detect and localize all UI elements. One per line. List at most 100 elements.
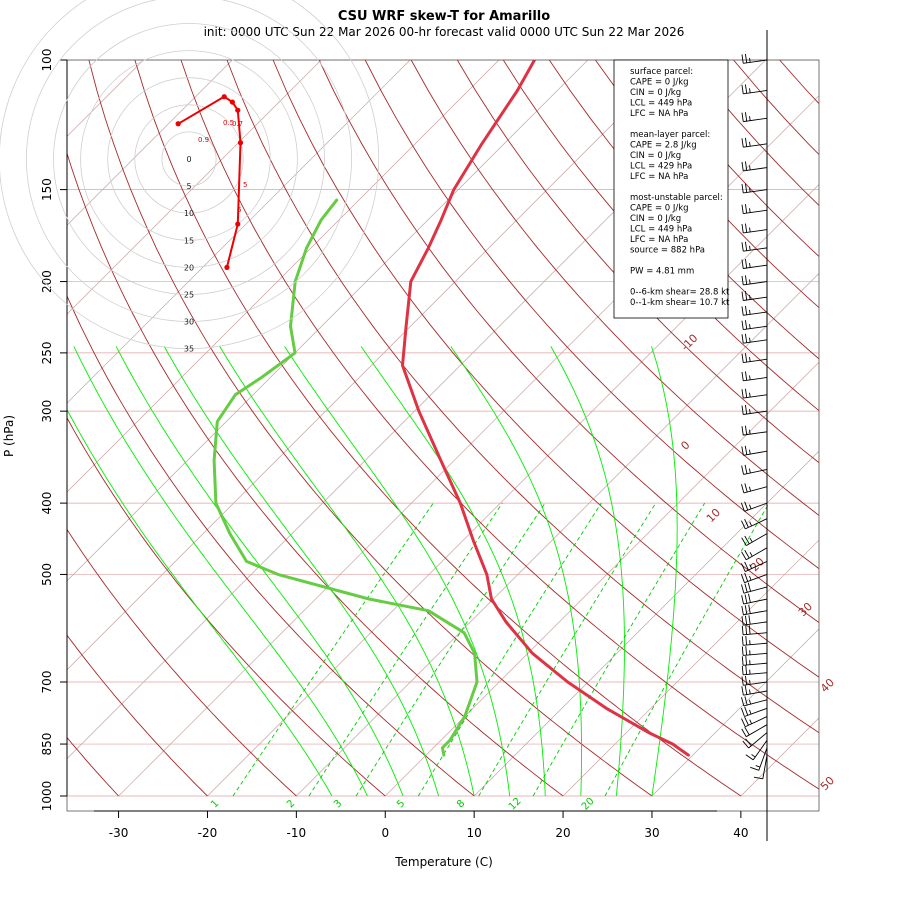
wind-barb-flag <box>745 655 748 666</box>
mixing-ratio-label: 3 <box>332 798 344 810</box>
wind-barb-flag <box>744 726 750 736</box>
mixing-ratio-line <box>417 502 602 797</box>
wind-barb-half <box>749 57 751 63</box>
isotherm-label: 0 <box>678 438 692 452</box>
moist-adiabat <box>450 346 582 797</box>
wind-barb-half <box>749 187 751 193</box>
legend-line: 0--6-km shear= 28.8 kt <box>630 288 730 298</box>
wind-barb-flag <box>748 593 751 603</box>
wind-barb <box>743 117 768 123</box>
wind-barb <box>743 264 768 269</box>
x-tick-label: 30 <box>644 826 659 840</box>
mixing-ratio-line <box>355 502 546 797</box>
hodograph-point <box>235 221 241 227</box>
hodograph-point <box>235 107 241 113</box>
wind-barb-flag <box>741 204 744 214</box>
y-axis: 100 150 200 250 300 400 500 700 850 1000 <box>40 49 68 811</box>
dry-adiabat <box>502 60 819 412</box>
hodograph-point-label: 6 <box>237 206 242 214</box>
hodograph-point-label: 5 <box>243 181 247 189</box>
wind-barb-half <box>749 245 751 251</box>
hodograph-point <box>237 140 244 146</box>
wind-barb <box>743 59 768 64</box>
wind-barb-flag <box>741 389 744 399</box>
wind-barb <box>743 662 768 666</box>
wind-barb-flag <box>745 204 748 214</box>
hodograph-ring-label: 35 <box>184 345 194 354</box>
moist-adiabat <box>67 408 333 797</box>
wind-barb-flag <box>745 275 748 285</box>
wind-barb <box>743 621 768 626</box>
wind-barb-half <box>748 468 751 474</box>
wind-barb <box>748 732 768 749</box>
wind-barb-flag <box>748 625 751 635</box>
x-tick-label: -10 <box>287 826 307 840</box>
legend-line: most-unstable parcel: <box>630 193 723 203</box>
wind-barb-half <box>749 392 751 398</box>
isotherm-line <box>562 539 819 797</box>
wind-barb-flag <box>750 766 759 771</box>
hodograph-ring-label: 0 <box>186 155 191 164</box>
wind-barb-flag <box>745 615 748 625</box>
legend-line: PW = 4.81 mm <box>630 267 694 277</box>
hodograph-ring <box>80 50 298 268</box>
dry-adiabat <box>272 60 819 678</box>
wind-barb-flag <box>741 636 744 646</box>
dry-adiabat <box>67 294 475 797</box>
legend-line: CAPE = 0 J/kg <box>630 78 689 88</box>
wind-barb <box>743 610 768 616</box>
wind-barb-flag <box>741 520 746 530</box>
wind-barb-flag <box>741 405 744 415</box>
wind-barb-half <box>749 564 753 569</box>
dry-adiabat <box>226 60 819 734</box>
wind-barb <box>743 598 768 605</box>
hodograph-ring-label: 10 <box>184 209 194 218</box>
wind-barb <box>745 560 768 572</box>
x-axis-label: Temperature (C) <box>394 855 493 869</box>
mixing-ratio-labels: 1 2 3 5 8 12 20 <box>209 796 597 813</box>
wind-barb <box>743 377 768 382</box>
wind-barb-half <box>749 337 751 343</box>
wind-barb <box>752 740 768 761</box>
wind-barb-flag <box>741 446 744 456</box>
wind-barb-half <box>749 709 752 715</box>
isotherm-line <box>67 60 500 493</box>
wind-barb-flag <box>744 561 749 571</box>
wind-barb-flag <box>741 353 744 363</box>
moist-adiabat <box>115 346 404 797</box>
hodograph-ring <box>53 23 325 295</box>
wind-barb-flag <box>741 161 744 171</box>
wind-barb <box>743 281 768 286</box>
hodograph-ring <box>107 77 271 241</box>
wind-barb-flag <box>741 563 746 572</box>
wind-barb <box>743 229 768 234</box>
wind-barb-flag <box>741 183 744 194</box>
wind-barb-flag <box>741 275 744 285</box>
wind-barb <box>743 632 768 636</box>
wind-barb-flag <box>745 183 748 193</box>
y-tick-label: 150 <box>40 178 54 201</box>
wind-barb <box>745 716 768 728</box>
dry-adiabat <box>548 60 819 360</box>
wind-barb <box>743 410 768 415</box>
wind-barb-flag <box>745 675 748 685</box>
wind-barb <box>744 502 768 512</box>
mixing-ratio-label: 20 <box>580 796 597 813</box>
legend-line: LFC = NA hPa <box>630 235 688 245</box>
wind-barb-flag <box>745 161 748 171</box>
wind-barb-half <box>749 208 751 213</box>
wind-barb <box>743 358 768 363</box>
wind-barb-flag <box>748 604 751 614</box>
y-tick-label: 200 <box>40 270 54 293</box>
legend-line: CIN = 0 J/kg <box>630 214 681 224</box>
dry-adiabat <box>872 60 900 796</box>
wind-barb-half <box>749 449 751 455</box>
moist-adiabat <box>550 346 625 797</box>
hodograph-ring-label: 30 <box>184 318 194 327</box>
wind-barb-flag <box>744 464 748 474</box>
wind-barb-flag <box>745 84 748 94</box>
chart-title: CSU WRF skew-T for Amarillo <box>338 9 550 24</box>
wind-barb-flag <box>745 754 754 761</box>
y-tick-label: 850 <box>40 733 54 756</box>
